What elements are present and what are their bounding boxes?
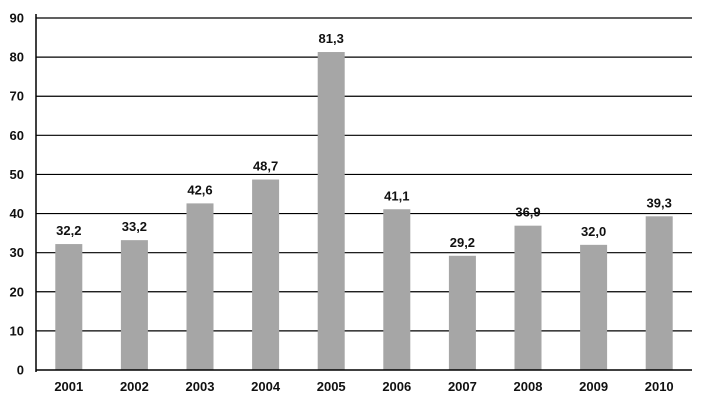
data-label: 36,9 — [515, 205, 540, 220]
data-label: 29,2 — [450, 235, 475, 250]
y-tick-label: 30 — [10, 245, 24, 260]
bars — [55, 52, 673, 370]
y-tick-label: 10 — [10, 323, 24, 338]
data-label: 33,2 — [122, 219, 147, 234]
bar — [448, 255, 476, 370]
bar — [317, 52, 345, 370]
x-tick-label: 2005 — [317, 379, 346, 394]
x-tick-label: 2010 — [645, 379, 674, 394]
bar — [383, 209, 411, 370]
y-tick-labels: 0 10 20 30 40 50 60 70 80 90 — [10, 11, 24, 378]
data-labels: 32,2 33,2 42,6 48,7 81,3 41,1 29,2 36,9 32,0 39,3 — [56, 31, 672, 250]
data-label: 32,2 — [56, 223, 81, 238]
data-label: 41,1 — [384, 188, 409, 203]
x-tick-label: 2007 — [448, 379, 477, 394]
x-tick-label: 2003 — [186, 379, 215, 394]
y-tick-label: 0 — [17, 363, 24, 378]
y-tick-label: 50 — [10, 167, 24, 182]
y-tick-label: 70 — [10, 89, 24, 104]
bar — [645, 216, 673, 370]
data-label: 48,7 — [253, 159, 278, 174]
y-tick-label: 60 — [10, 128, 24, 143]
bar — [252, 179, 280, 370]
x-tick-label: 2001 — [54, 379, 83, 394]
y-tick-label: 80 — [10, 50, 24, 65]
x-tick-label: 2004 — [251, 379, 281, 394]
y-tick-label: 90 — [10, 11, 24, 26]
bar — [120, 240, 148, 370]
data-label: 81,3 — [319, 31, 344, 46]
axes — [35, 14, 692, 372]
data-label: 39,3 — [647, 195, 672, 210]
y-tick-label: 40 — [10, 206, 24, 221]
bar — [186, 203, 214, 370]
bar — [55, 244, 83, 370]
data-label: 32,0 — [581, 224, 606, 239]
x-tick-labels: 2001 2002 2003 2004 2005 2006 2007 2008 2009 2010 — [54, 379, 673, 394]
x-tick-label: 2002 — [120, 379, 149, 394]
data-label: 42,6 — [187, 182, 212, 197]
y-tick-label: 20 — [10, 284, 24, 299]
x-tick-label: 2009 — [579, 379, 608, 394]
bar — [580, 244, 608, 370]
bar — [514, 225, 542, 370]
x-tick-label: 2006 — [382, 379, 411, 394]
x-tick-label: 2008 — [514, 379, 543, 394]
